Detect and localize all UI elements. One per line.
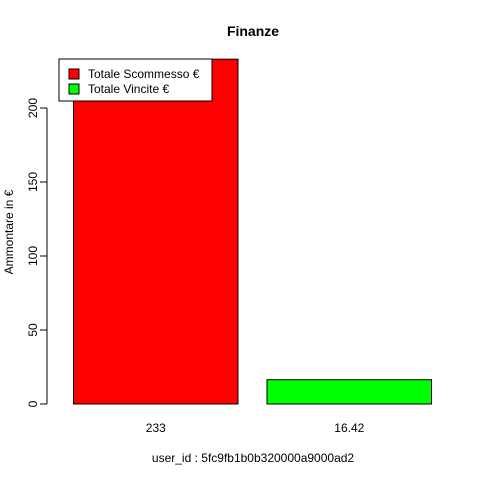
y-tick-label: 50 [26,323,40,337]
chart-title: Finanze [227,23,279,39]
bar-1 [73,58,239,405]
x-tick-labels: 233 16.42 [146,421,365,435]
x-tick-label: 16.42 [334,421,364,435]
y-tick-label: 0 [26,400,40,407]
legend-swatch [68,83,80,95]
x-tick-label: 233 [146,421,166,435]
y-axis: 0 50 100 150 200 [26,98,48,407]
legend: Totale Scommesso €Totale Vincite € [58,58,213,102]
y-tick-label: 150 [26,172,40,192]
y-tick-label: 200 [26,98,40,118]
legend-swatch [68,68,80,80]
y-axis-label: Ammontare in € [2,189,16,274]
legend-label: Totale Scommesso € [88,67,200,81]
bars [73,58,432,405]
bar-2 [266,379,432,405]
legend-label: Totale Vincite € [88,82,169,96]
y-tick-label: 100 [26,246,40,266]
legend-box [58,58,213,102]
x-axis-label: user_id : 5fc9fb1b0b320000a9000ad2 [152,451,355,465]
